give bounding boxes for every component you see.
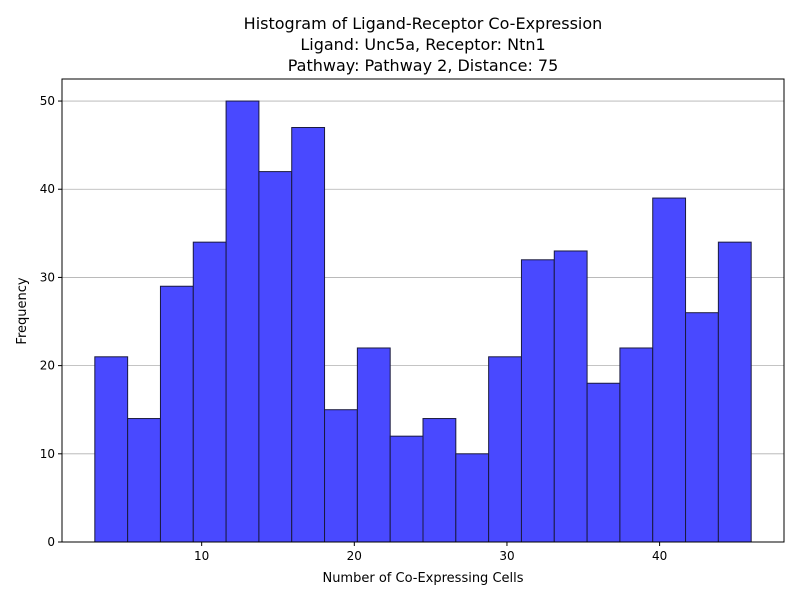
x-tick-label: 30 (499, 549, 514, 563)
histogram-bar (520, 259, 555, 543)
y-tick-label: 50 (40, 94, 55, 108)
histogram-bar (192, 241, 227, 543)
histogram-bar (324, 409, 358, 543)
y-axis-label: Frequency (15, 277, 30, 344)
histogram-bar (356, 347, 391, 543)
histogram-bar (586, 382, 621, 543)
histogram-bar (455, 453, 490, 543)
histogram-bar (291, 127, 326, 543)
chart-title-line-3: Pathway: Pathway 2, Distance: 75 (288, 56, 559, 75)
histogram-bar (685, 312, 719, 543)
y-tick-label: 40 (40, 182, 55, 196)
y-tick-label: 30 (40, 270, 55, 284)
histogram-bars (94, 100, 752, 543)
x-tick-label: 40 (652, 549, 667, 563)
y-tick-label: 0 (47, 535, 55, 549)
histogram-bar (488, 356, 522, 543)
histogram-bar (553, 250, 588, 543)
y-tick-label: 20 (40, 359, 55, 373)
chart-title-line-1: Histogram of Ligand-Receptor Co-Expressi… (244, 14, 603, 33)
chart-title-line-2: Ligand: Unc5a, Receptor: Ntn1 (300, 35, 545, 54)
histogram-bar (159, 285, 194, 543)
x-tick-label: 10 (194, 549, 209, 563)
histogram-bar (717, 241, 752, 543)
x-axis-label: Number of Co-Expressing Cells (322, 571, 523, 586)
histogram-bar (127, 418, 161, 543)
x-tick-label: 20 (347, 549, 362, 563)
y-axis-ticks: 0 10 20 30 40 50 (40, 94, 62, 549)
histogram-bar (94, 356, 129, 543)
histogram-bar (225, 100, 260, 543)
plot-area-frame (61, 78, 785, 543)
histogram-bar (258, 171, 293, 543)
histogram-bar (619, 347, 654, 543)
histogram-bar (422, 418, 457, 543)
y-tick-label: 10 (40, 447, 55, 461)
x-axis-ticks: 10 20 30 40 (194, 542, 667, 563)
histogram-bar (389, 435, 424, 543)
histogram-bar (652, 197, 687, 543)
